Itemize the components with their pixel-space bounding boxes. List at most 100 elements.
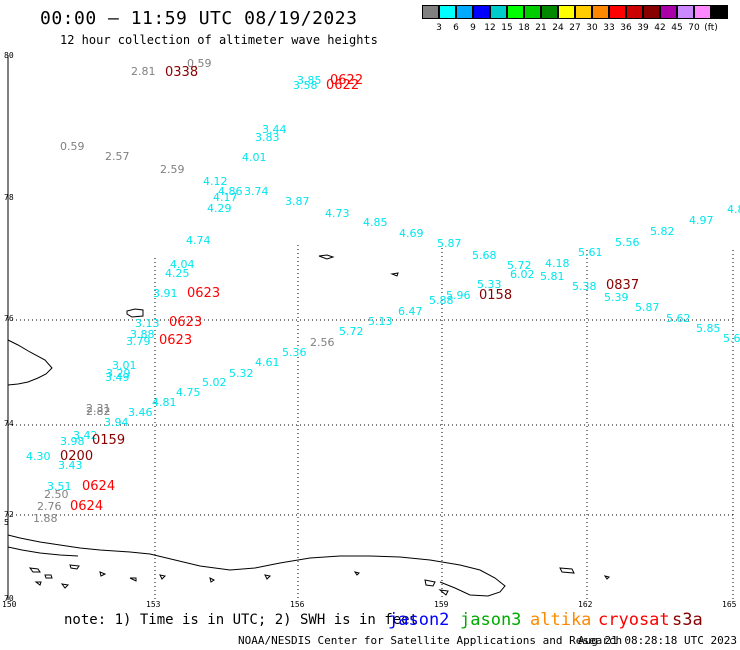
swh-value-label: 5.13 [368, 315, 393, 328]
pass-time-label: 0623 [187, 286, 221, 301]
swh-value-label: 5.39 [604, 291, 629, 304]
swh-value-label: 5.81 [540, 270, 565, 283]
lon-label-150: 150 [2, 600, 17, 609]
swh-value-label: 5.36 [282, 346, 307, 359]
pass-time-label: 0624 [70, 499, 104, 514]
pass-time-label: 0159 [92, 433, 126, 448]
lon-label-153: 153 [146, 600, 161, 609]
lon-label-159: 159 [434, 600, 449, 609]
legend-swatch [694, 5, 711, 19]
satellite-altika: altika [530, 610, 592, 630]
swh-value-label: 3.29 [106, 367, 131, 380]
swh-value-label: 5.72 [507, 259, 532, 272]
pass-time-label: 0622 [326, 78, 360, 93]
swh-value-label: 5.87 [635, 301, 660, 314]
swh-value-label: 3.85 [297, 74, 322, 87]
pass-time-label: 0837 [606, 278, 640, 293]
swh-value-label: 4.25 [165, 267, 190, 280]
legend-swatch [456, 5, 473, 19]
swh-value-label: 2.76 [37, 500, 62, 513]
legend-swatch [643, 5, 660, 19]
legend-swatch [490, 5, 507, 19]
legend-label: 24 [552, 23, 564, 33]
swh-value-label: 5.62 [666, 312, 691, 325]
legend-swatch [541, 5, 558, 19]
side-mark: 5 [4, 518, 9, 527]
swh-value-label: 5.82 [650, 225, 675, 238]
island-small-2 [318, 254, 335, 260]
pass-time-label: 0623 [169, 315, 203, 330]
satellite-jason3: jason3 [460, 610, 522, 630]
swh-value-label: 3.87 [285, 195, 310, 208]
lat-gridlines [8, 245, 735, 600]
swh-value-label: 4.69 [399, 227, 424, 240]
swh-value-label: 3.58 [293, 79, 318, 92]
pass-time-label: 0200 [60, 449, 94, 464]
swh-value-label: 5.96 [446, 289, 471, 302]
satellite-jason2: jason2 [388, 610, 450, 630]
page-subtitle: 12 hour collection of altimeter wave hei… [60, 33, 378, 47]
footer-note: note: 1) Time is in UTC; 2) SWH is in fe… [64, 612, 419, 628]
legend-label: 42 [654, 23, 666, 33]
legend-swatch [677, 5, 694, 19]
swh-value-label: 4.8 [727, 203, 740, 216]
legend-label: (ft) [704, 23, 718, 33]
lat-label-74: 74 [4, 419, 14, 428]
legend-label: 15 [501, 23, 513, 33]
swh-value-label: 3.13 [135, 317, 160, 330]
legend-swatch [575, 5, 592, 19]
swh-value-label: 4.18 [545, 257, 570, 270]
pass-time-label: 0623 [159, 333, 193, 348]
legend-swatch [507, 5, 524, 19]
legend-label: 45 [671, 23, 683, 33]
swh-value-label: 1.88 [33, 512, 58, 525]
swh-value-label: 4.30 [26, 450, 51, 463]
swh-value-label: 2.59 [160, 163, 185, 176]
swh-value-label: 4.85 [363, 216, 388, 229]
page-title: 00:00 – 11:59 UTC 08/19/2023 [40, 8, 358, 29]
pass-time-label: 0622 [330, 73, 364, 88]
swh-value-label: 2.81 [131, 65, 156, 78]
legend-label: 3 [436, 23, 442, 33]
generated-timestamp: Aug 21 08:28:18 UTC 2023 [578, 634, 737, 647]
pass-time-label: 0338 [165, 65, 199, 80]
legend-label: 12 [484, 23, 496, 33]
swh-value-label: 2.56 [310, 336, 335, 349]
legend-swatch [558, 5, 575, 19]
pass-time-label: 0624 [82, 479, 116, 494]
legend-swatch [609, 5, 626, 19]
swh-value-label: 5.6 [723, 332, 740, 345]
swh-value-label: 3.88 [130, 328, 155, 341]
island-small-1 [126, 308, 144, 318]
swh-value-label: 5.87 [437, 237, 462, 250]
island-upper-left [7, 339, 53, 386]
swh-value-label: 5.02 [202, 376, 227, 389]
pass-time-label: 0158 [479, 288, 513, 303]
swh-value-label: 5.72 [339, 325, 364, 338]
swh-value-label: 4.17 [213, 191, 238, 204]
swh-value-label: 4.12 [203, 175, 228, 188]
swh-value-label: 6.47 [398, 305, 423, 318]
coastline-lower [7, 546, 79, 557]
swh-value-label: 2.82 [86, 405, 111, 418]
swh-value-label: 4.29 [207, 202, 232, 215]
swh-value-label: 3.83 [255, 131, 280, 144]
swh-value-label: 6.02 [510, 268, 535, 281]
lat-label-78: 78 [4, 193, 14, 202]
coastal-islets [28, 564, 610, 596]
swh-value-label: 4.01 [242, 151, 267, 164]
swh-value-label: 2.50 [44, 488, 69, 501]
swh-value-label: 5.32 [229, 367, 254, 380]
swh-value-label: 5.85 [696, 322, 721, 335]
swh-value-label: 0.59 [60, 140, 85, 153]
legend-swatch [711, 5, 728, 19]
swh-value-label: 3.01 [112, 359, 137, 372]
swh-value-label: 3.94 [104, 416, 129, 429]
lat-label-70: 70 [4, 594, 14, 603]
swh-value-label: 3.46 [128, 406, 153, 419]
credit-line: NOAA/NESDIS Center for Satellite Applica… [238, 634, 623, 647]
lon-label-165: 165 [722, 600, 737, 609]
legend-swatch [626, 5, 643, 19]
island-small-3 [390, 272, 399, 277]
